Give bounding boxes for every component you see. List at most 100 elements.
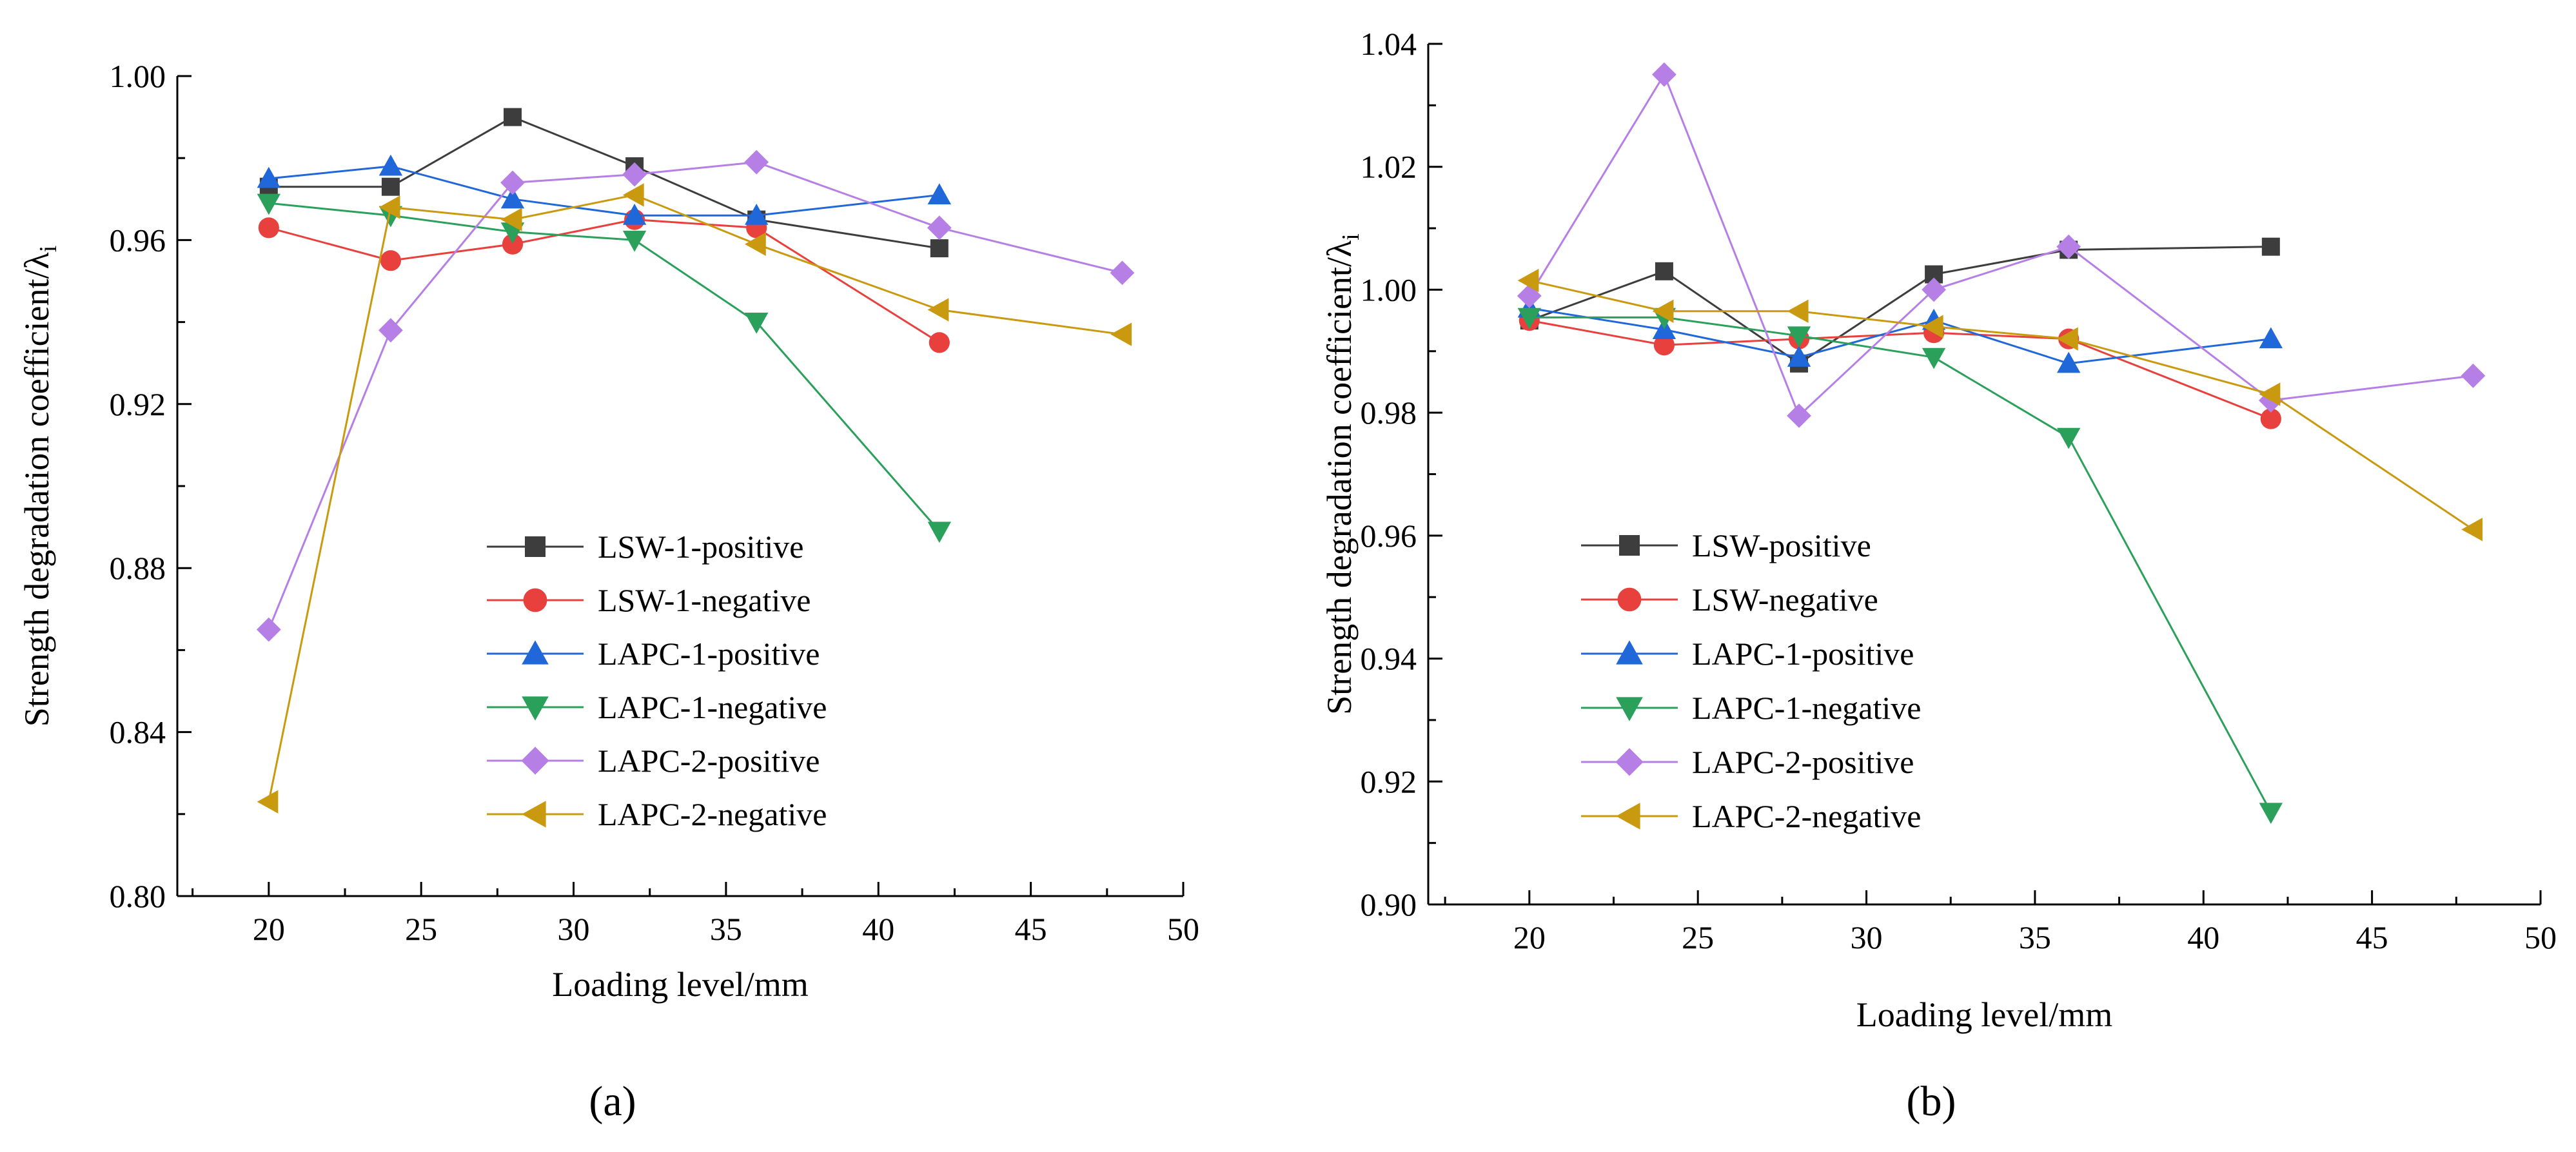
data-point — [257, 166, 281, 188]
data-point — [257, 193, 281, 215]
data-point — [744, 313, 769, 334]
y-tick-label: 0.98 — [1361, 395, 1417, 431]
data-point — [927, 298, 949, 322]
series-line — [268, 115, 940, 249]
y-tick-label: 1.00 — [1361, 271, 1417, 308]
legend-marker — [1619, 535, 1640, 556]
series-LAPC-2-positive — [256, 150, 1135, 642]
data-point — [927, 522, 952, 543]
chart-panel-b: 20 25 30 35 40 45 50 0.90 0.92 0.94 0.96 0.98 1.00 1.… — [1320, 26, 2557, 1034]
legend-marker — [522, 640, 549, 665]
series-line — [1529, 307, 2271, 365]
y-tick-label: 0.80 — [110, 878, 166, 914]
data-point — [379, 154, 403, 176]
x-tick-label: 30 — [558, 911, 590, 947]
data-point — [258, 217, 279, 239]
data-point — [2259, 803, 2283, 825]
data-point — [2056, 351, 2081, 373]
series-line — [268, 219, 940, 344]
y-tick-label: 1.04 — [1361, 26, 1417, 62]
data-point — [2056, 327, 2078, 351]
legend-label: LAPC-1-positive — [1692, 636, 1914, 672]
x-tick-label: 50 — [1167, 911, 1199, 947]
data-point — [1652, 299, 1674, 324]
data-point — [504, 108, 522, 126]
series-line — [1529, 316, 2272, 813]
data-point — [379, 318, 403, 343]
y-tick-label: 0.92 — [1361, 763, 1417, 799]
data-point — [927, 215, 952, 240]
y-axis-label: Strength degradation coefficient/λi — [17, 246, 62, 727]
x-tick-label: 50 — [2524, 919, 2557, 955]
data-point — [930, 239, 949, 258]
x-axis-label: Loading level/mm — [552, 965, 808, 1004]
data-point — [1110, 260, 1135, 286]
legend-label: LSW-1-negative — [598, 582, 811, 618]
x-tick-label: 25 — [1682, 919, 1714, 955]
x-tick-label: 45 — [2356, 919, 2388, 955]
data-point — [2261, 237, 2280, 256]
data-point — [1110, 322, 1132, 346]
data-point — [622, 183, 644, 207]
data-point — [1652, 62, 1676, 87]
data-point — [927, 183, 952, 204]
data-point — [1787, 346, 1811, 367]
x-tick-label: 35 — [2019, 919, 2051, 955]
data-point — [744, 204, 769, 225]
x-tick-label: 30 — [1851, 919, 1883, 955]
data-point — [2056, 427, 2081, 449]
x-tick-label: 35 — [710, 911, 742, 947]
data-point — [257, 790, 279, 814]
legend-label: LAPC-2-negative — [598, 796, 827, 832]
x-tick-label: 20 — [253, 911, 285, 947]
data-point — [379, 195, 400, 219]
data-point — [1653, 335, 1675, 356]
legend-marker — [1616, 803, 1640, 830]
data-point — [1787, 404, 1811, 428]
legend-label: LAPC-1-positive — [598, 636, 820, 672]
data-point — [2461, 364, 2486, 388]
data-point — [1787, 299, 1809, 324]
legend-marker — [1616, 697, 1643, 721]
legend-marker — [1615, 748, 1644, 776]
data-point — [622, 230, 647, 252]
data-point — [2259, 327, 2283, 349]
legend-marker — [522, 696, 549, 721]
legend-label: LSW-positive — [1692, 527, 1871, 563]
data-point — [1787, 326, 1811, 348]
data-point — [2259, 382, 2281, 406]
data-point — [500, 187, 525, 209]
series-LAPC-2-negative — [257, 183, 1132, 814]
legend-marker — [522, 801, 546, 828]
legend-marker — [523, 588, 547, 612]
series-line — [1529, 319, 2272, 420]
chart-panel-a: 20 25 30 35 40 45 50 0.80 0.84 0.88 0.92 0.96 1.00 Lo… — [17, 58, 1199, 1004]
x-tick-label: 20 — [1513, 919, 1546, 955]
data-point — [380, 250, 402, 271]
data-point — [929, 332, 950, 353]
y-tick-label: 0.90 — [1361, 886, 1417, 923]
x-tick-label: 40 — [862, 911, 894, 947]
legend-marker — [521, 747, 549, 775]
data-point — [502, 233, 524, 255]
legend-label: LSW-negative — [1692, 581, 1878, 618]
legend-marker — [1617, 587, 1642, 612]
legend-label: LAPC-2-positive — [598, 743, 820, 779]
x-tick-label: 40 — [2187, 919, 2219, 955]
legend: LSW-1-positive LSW-1-negative LAPC-1-posit… — [487, 529, 827, 832]
legend-label: LAPC-2-negative — [1692, 798, 1921, 834]
x-tick-label: 45 — [1015, 911, 1047, 947]
legend-marker — [1616, 640, 1643, 665]
data-point — [1655, 262, 1673, 280]
y-tick-label: 0.96 — [110, 222, 166, 258]
data-point — [2461, 518, 2483, 542]
panel-label-b: (b) — [1907, 1078, 1956, 1125]
y-tick-label: 0.94 — [1361, 641, 1417, 677]
data-point — [1517, 308, 1542, 329]
data-point — [2056, 234, 2081, 259]
panel-label-a: (a) — [589, 1078, 636, 1125]
y-tick-label: 0.92 — [110, 386, 166, 422]
data-point — [500, 208, 522, 231]
legend-label: LAPC-1-negative — [598, 689, 827, 725]
legend-label: LAPC-2-positive — [1692, 744, 1914, 780]
